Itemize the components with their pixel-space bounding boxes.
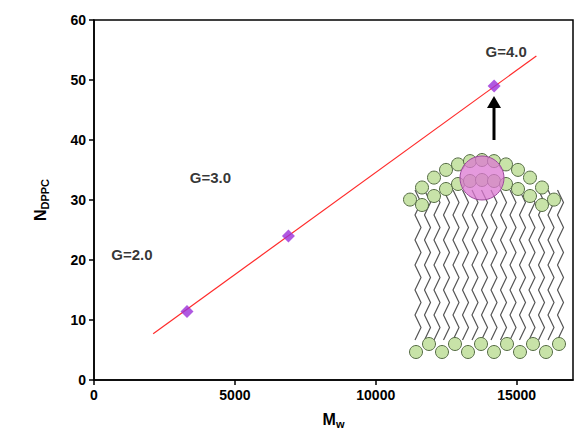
svg-text:DPPC: DPPC [39,179,51,210]
svg-text:40: 40 [70,132,86,148]
svg-text:M: M [323,411,336,428]
svg-text:0: 0 [90,387,98,403]
svg-text:5000: 5000 [219,387,250,403]
svg-text:G=3.0: G=3.0 [190,169,231,186]
svg-text:0: 0 [78,372,86,388]
svg-text:w: w [335,418,345,430]
svg-text:G=2.0: G=2.0 [111,246,152,263]
svg-text:20: 20 [70,252,86,268]
svg-text:15000: 15000 [497,387,536,403]
svg-text:60: 60 [70,12,86,28]
svg-text:50: 50 [70,72,86,88]
svg-text:10000: 10000 [356,387,395,403]
svg-text:30: 30 [70,192,86,208]
svg-text:N: N [32,209,49,221]
svg-text:G=4.0: G=4.0 [485,43,526,60]
svg-text:10: 10 [70,312,86,328]
